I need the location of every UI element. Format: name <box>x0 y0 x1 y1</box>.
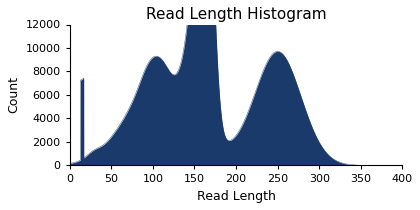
X-axis label: Read Length: Read Length <box>197 190 276 203</box>
Y-axis label: Count: Count <box>7 76 20 113</box>
Title: Read Length Histogram: Read Length Histogram <box>146 7 326 22</box>
